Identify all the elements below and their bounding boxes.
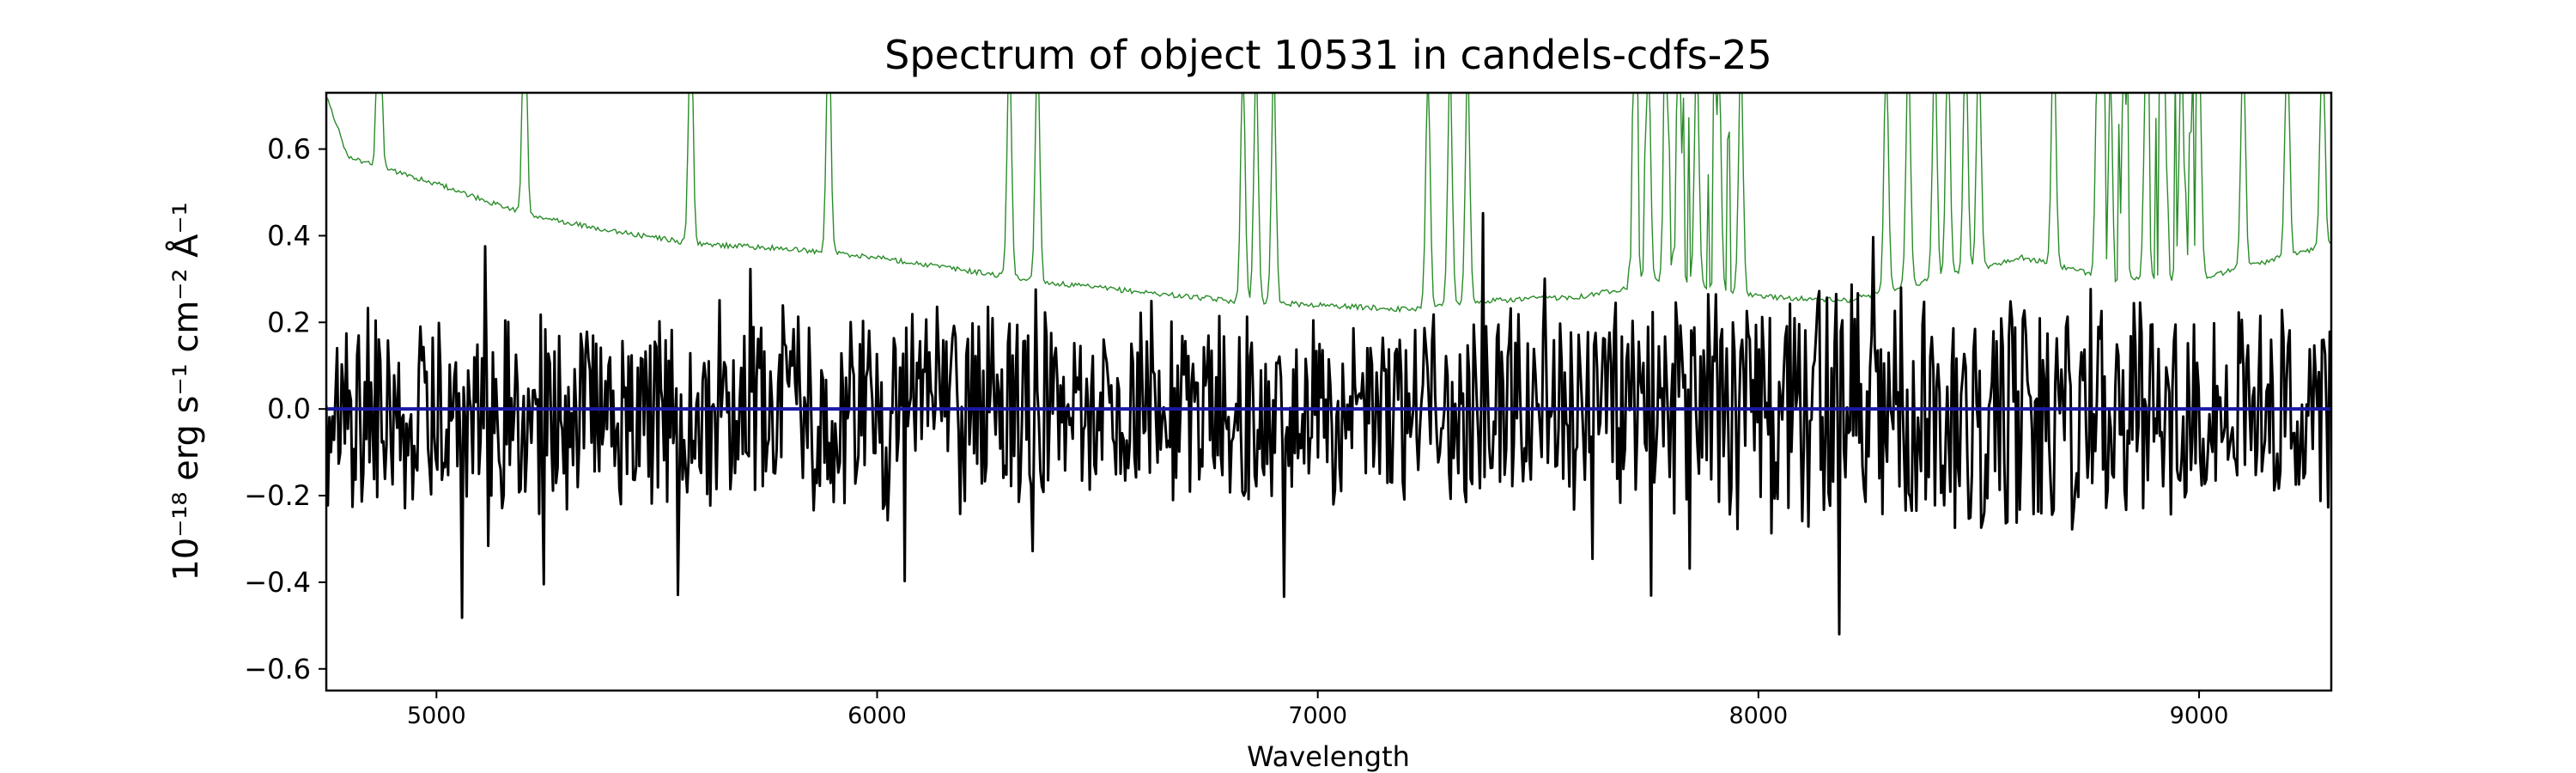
- x-axis-label: Wavelength: [1247, 740, 1410, 773]
- x-tick-label: 9000: [2170, 703, 2229, 729]
- x-axis: 5000 6000 7000 8000 9000: [407, 691, 2228, 729]
- y-tick-label: 0.6: [267, 133, 311, 166]
- x-tick-label: 6000: [848, 703, 907, 729]
- y-axis-label: 10⁻¹⁸ erg s⁻¹ cm⁻² Å⁻¹: [165, 202, 206, 581]
- y-tick-label: −0.4: [244, 566, 311, 599]
- plot-frame: [325, 91, 2333, 692]
- plot-area: [325, 91, 2333, 692]
- x-tick-label: 7000: [1288, 703, 1347, 729]
- sky-spectrum-line: [326, 93, 2331, 313]
- y-tick-label: −0.6: [244, 653, 311, 685]
- chart-title: Spectrum of object 10531 in candels-cdfs…: [884, 32, 1772, 78]
- object-spectrum-line: [326, 211, 2331, 636]
- y-tick-label: 0.0: [267, 393, 311, 425]
- y-tick-label: −0.2: [244, 479, 311, 512]
- y-axis: −0.6 −0.4 −0.2 0.0 0.2 0.4 0.6: [244, 133, 326, 685]
- y-tick-label: 0.4: [267, 219, 311, 252]
- x-tick-label: 8000: [1728, 703, 1788, 729]
- y-tick-label: 0.2: [267, 306, 311, 338]
- x-tick-label: 5000: [407, 703, 466, 729]
